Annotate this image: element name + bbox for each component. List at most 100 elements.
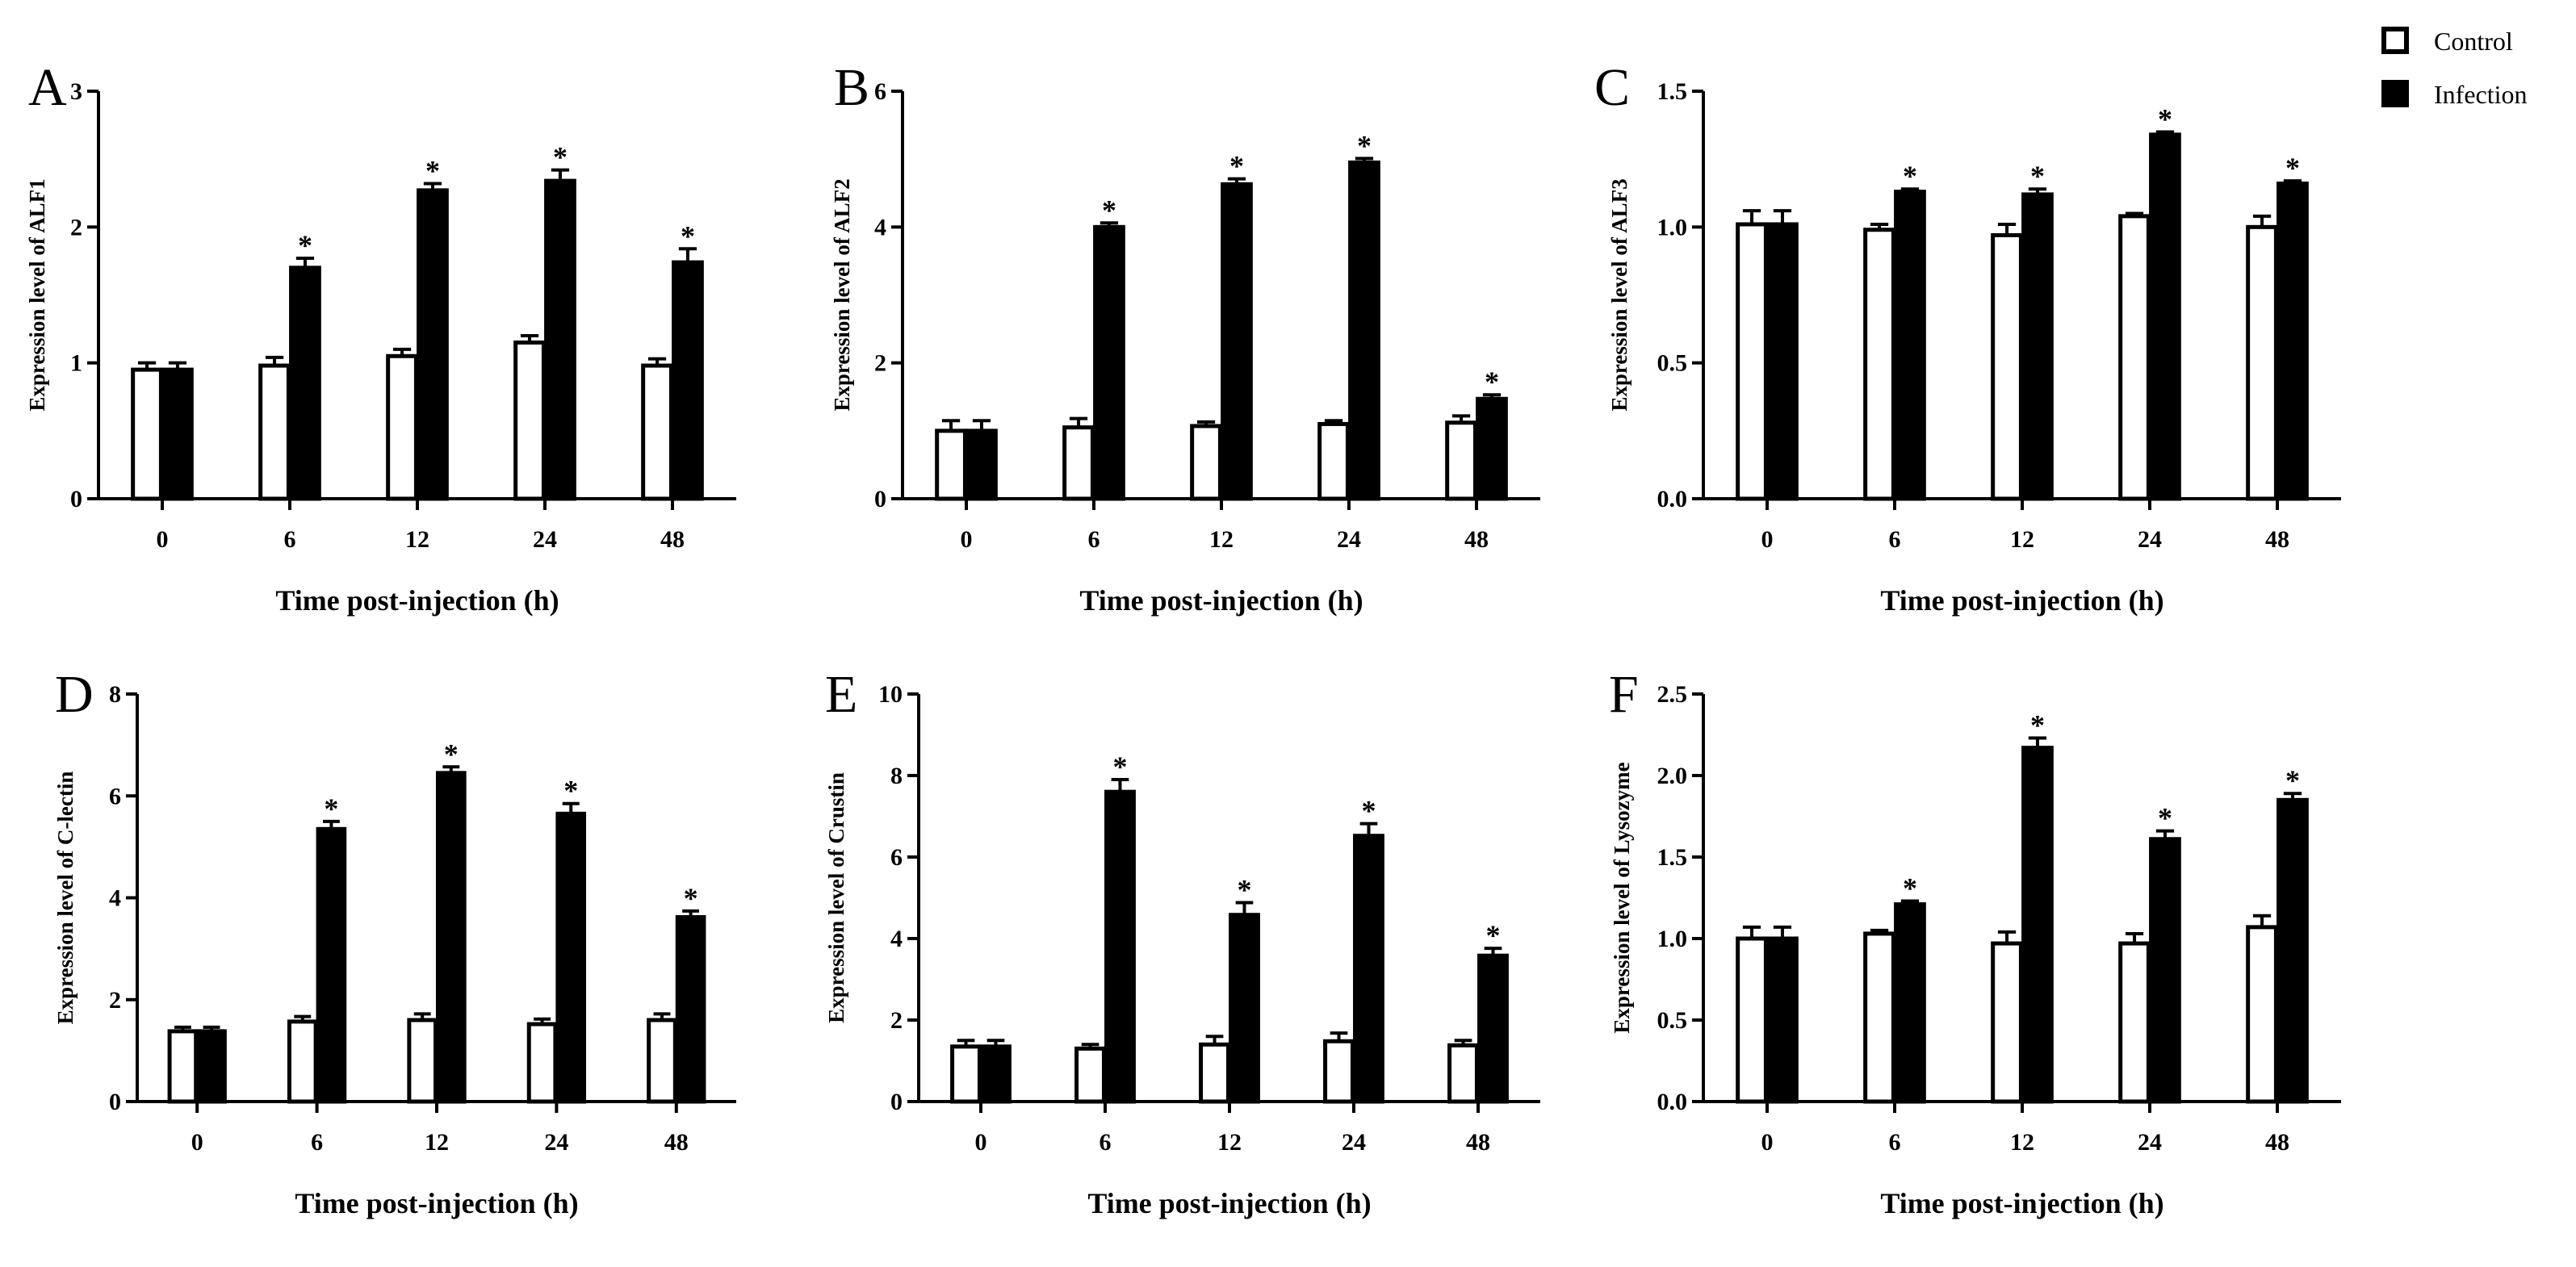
bar-control bbox=[1199, 1042, 1230, 1104]
y-tick-label: 0.0 bbox=[1657, 486, 1688, 512]
x-tick-label: 24 bbox=[2138, 1129, 2162, 1156]
significance-star: * bbox=[1903, 160, 1917, 192]
significance-star: * bbox=[1237, 874, 1251, 906]
x-tick-label: 12 bbox=[425, 1129, 449, 1156]
bar-control bbox=[1317, 421, 1350, 501]
y-axis-title: Expression level of ALF2 bbox=[830, 178, 854, 411]
panel-letter: A bbox=[28, 58, 67, 117]
y-tick-label: 6 bbox=[890, 844, 903, 871]
bar-control bbox=[1991, 232, 2023, 501]
bar-infection bbox=[417, 188, 449, 501]
legend-label-control: Control bbox=[2434, 27, 2513, 56]
significance-star: * bbox=[2285, 764, 2300, 797]
y-tick-label: 8 bbox=[890, 763, 903, 789]
significance-star: * bbox=[1229, 150, 1244, 182]
x-tick-label: 0 bbox=[1761, 1129, 1774, 1156]
bar-control bbox=[1323, 1039, 1355, 1104]
legend: Control Infection bbox=[2381, 27, 2528, 109]
bar-control bbox=[641, 363, 673, 501]
x-tick-label: 12 bbox=[1217, 1129, 1242, 1156]
x-tick-label: 24 bbox=[1342, 1129, 1366, 1156]
x-axis-title: Time post-injection (h) bbox=[295, 1187, 578, 1219]
bar-infection bbox=[161, 367, 194, 501]
bar-infection bbox=[196, 1029, 227, 1104]
bar-control bbox=[1445, 420, 1477, 501]
bar-control bbox=[2118, 214, 2151, 501]
panel-letter: F bbox=[1609, 665, 1639, 724]
y-tick-label: 1.0 bbox=[1657, 214, 1688, 240]
panel-c: C 0.0 0.5 1.0 1.5 Expression level of ALF3 Tim… bbox=[1594, 58, 2341, 617]
x-tick-label: 24 bbox=[2138, 526, 2162, 553]
x-tick-label: 48 bbox=[2265, 526, 2289, 553]
bar-infection bbox=[1766, 222, 1799, 501]
legend-swatch-infection bbox=[2381, 80, 2409, 107]
y-tick-label: 0 bbox=[890, 1089, 903, 1115]
x-tick-label: 12 bbox=[2010, 1129, 2034, 1156]
x-tick-label: 6 bbox=[1889, 1129, 1901, 1156]
y-tick-label: 0 bbox=[70, 486, 82, 512]
panel-letter: C bbox=[1594, 58, 1630, 117]
bar-control bbox=[1736, 936, 1768, 1104]
y-tick-label: 6 bbox=[874, 78, 886, 105]
bar-infection bbox=[1093, 224, 1125, 501]
bar-control bbox=[1190, 424, 1222, 501]
y-tick-label: 2 bbox=[70, 214, 82, 240]
x-tick-label: 6 bbox=[1889, 526, 1901, 553]
y-tick-label: 0.5 bbox=[1657, 350, 1688, 377]
bar-control bbox=[526, 1022, 558, 1104]
y-tick-label: 0.5 bbox=[1657, 1007, 1688, 1034]
significance-star: * bbox=[2030, 160, 2045, 192]
x-tick-label: 6 bbox=[284, 526, 296, 553]
bar-control bbox=[407, 1018, 438, 1104]
y-axis-title: Expression level of ALF3 bbox=[1607, 178, 1631, 411]
bar-infection bbox=[555, 811, 587, 1104]
significance-star: * bbox=[1357, 129, 1372, 161]
y-tick-label: 4 bbox=[109, 885, 121, 912]
y-tick-label: 3 bbox=[70, 78, 82, 105]
bar-control bbox=[950, 1044, 982, 1104]
x-tick-label: 24 bbox=[544, 1129, 568, 1156]
significance-star: * bbox=[1903, 872, 1917, 905]
x-tick-label: 12 bbox=[1209, 526, 1234, 553]
y-tick-label: 8 bbox=[109, 681, 121, 708]
x-tick-label: 6 bbox=[1100, 1129, 1112, 1156]
panel-letter: D bbox=[55, 665, 94, 724]
significance-star: * bbox=[2285, 152, 2300, 184]
x-tick-label: 0 bbox=[191, 1129, 203, 1156]
bar-control bbox=[2246, 224, 2278, 501]
y-tick-label: 0.0 bbox=[1657, 1089, 1688, 1115]
bar-control bbox=[1447, 1043, 1479, 1104]
bar-control bbox=[2246, 925, 2278, 1104]
bar-control bbox=[1736, 222, 1768, 501]
significance-star: * bbox=[324, 792, 338, 825]
bar-control bbox=[647, 1018, 677, 1104]
y-tick-label: 2 bbox=[109, 987, 121, 1014]
x-axis-title: Time post-injection (h) bbox=[1079, 584, 1363, 617]
y-axis-title: Expression level of Crustin bbox=[824, 772, 848, 1023]
bar-infection bbox=[2149, 837, 2181, 1104]
y-tick-label: 2 bbox=[890, 1007, 903, 1034]
x-axis-title: Time post-injection (h) bbox=[275, 584, 559, 617]
bar-infection bbox=[1353, 834, 1384, 1104]
bar-control bbox=[1991, 941, 2023, 1104]
x-tick-label: 48 bbox=[664, 1129, 689, 1156]
x-tick-label: 24 bbox=[1337, 526, 1361, 553]
significance-star: * bbox=[1485, 366, 1499, 398]
y-tick-label: 1 bbox=[70, 350, 82, 377]
bar-control bbox=[2118, 941, 2151, 1104]
legend-label-infection: Infection bbox=[2434, 80, 2528, 109]
bar-control bbox=[513, 340, 546, 501]
bar-infection bbox=[1894, 902, 1926, 1104]
x-tick-label: 0 bbox=[975, 1129, 987, 1156]
significance-star: * bbox=[681, 220, 695, 252]
y-tick-label: 2.0 bbox=[1657, 763, 1688, 789]
significance-star: * bbox=[1102, 194, 1116, 226]
bar-control bbox=[1863, 228, 1895, 501]
y-axis-title: Expression level of C-lectin bbox=[53, 771, 77, 1025]
y-tick-label: 2 bbox=[874, 350, 886, 377]
bar-infection bbox=[672, 260, 704, 501]
significance-star: * bbox=[2158, 802, 2172, 834]
bar-control bbox=[1062, 425, 1095, 501]
